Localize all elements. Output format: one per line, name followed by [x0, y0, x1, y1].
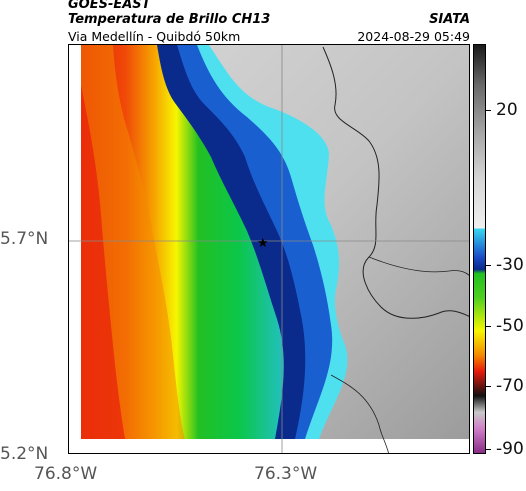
organization-label: SIATA	[429, 12, 470, 27]
satellite-map: ★	[68, 44, 470, 454]
colorbar-label: -30	[496, 255, 524, 275]
colorbar	[473, 44, 486, 454]
map-image: ★	[69, 45, 469, 453]
area-subtitle: Via Medellín - Quibdó 50km	[68, 29, 241, 44]
colorbar-label: 20	[496, 100, 518, 120]
location-star-icon: ★	[257, 236, 269, 251]
y-tick-label: 5.7°N	[0, 229, 49, 249]
satellite-title: GOES-EAST	[68, 0, 151, 12]
x-tick-label: 76.8°W	[34, 464, 98, 484]
timestamp-label: 2024-08-29 05:49	[357, 29, 470, 44]
y-tick-label: 5.2°N	[0, 444, 49, 464]
border-line	[322, 46, 469, 319]
border-line-2	[368, 256, 469, 276]
border-line-3	[330, 374, 389, 453]
x-tick-label: 76.3°W	[254, 464, 318, 484]
colorbar-label: -50	[496, 316, 524, 336]
colorbar-label: -70	[496, 376, 524, 396]
cloud-red-band	[81, 85, 125, 439]
colorbar-label: -90	[496, 439, 524, 459]
product-title: Temperatura de Brillo CH13	[68, 12, 271, 27]
